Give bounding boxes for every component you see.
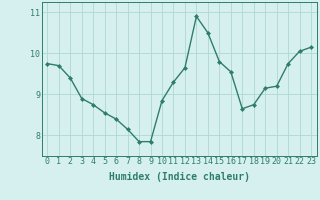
X-axis label: Humidex (Indice chaleur): Humidex (Indice chaleur) bbox=[109, 172, 250, 182]
